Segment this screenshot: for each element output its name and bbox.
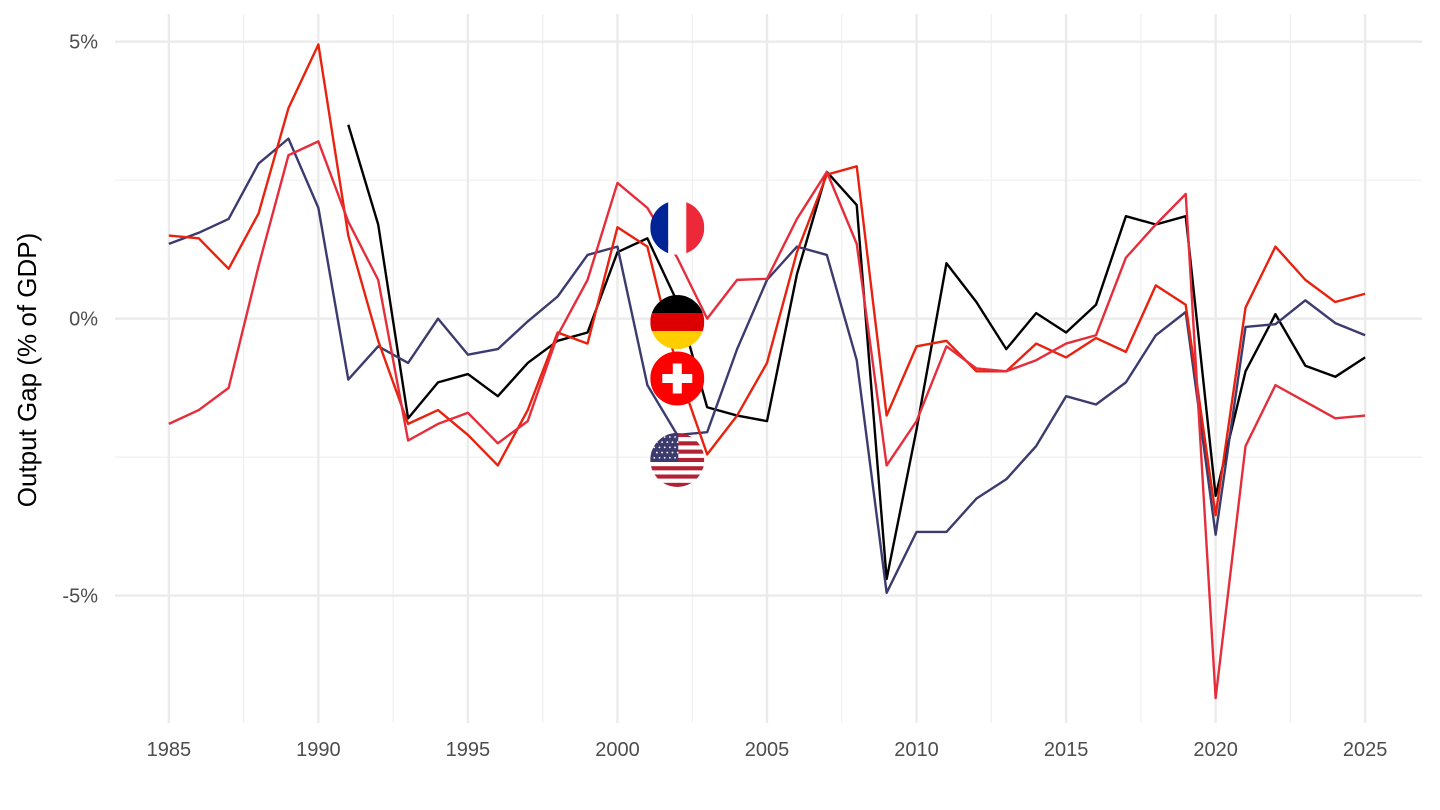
x-tick-label: 1985 [147,739,192,761]
x-tick-label: 1990 [296,739,341,761]
series-line-france [168,140,1366,700]
switzerland-flag-icon [650,351,705,406]
x-axis-tick-labels: 1985 1990 1995 2000 2005 2010 2015 2020 2025 [147,739,1388,761]
x-tick-label: 2015 [1044,739,1089,761]
y-axis-title: Output Gap (% of GDP) [12,233,42,508]
y-tick-label: -5% [62,586,98,608]
series-line-germany [347,124,1366,581]
x-tick-label: 2025 [1343,739,1388,761]
france-flag-icon [650,200,705,255]
y-tick-label: 0% [69,309,98,331]
x-tick-label: 2000 [595,739,640,761]
flag-markers [650,200,705,487]
series-layer [168,43,1366,700]
usa-flag-icon [650,432,705,487]
x-tick-label: 2020 [1193,739,1238,761]
germany-flag-icon [650,295,705,350]
series-line-switzerland [168,43,1366,517]
y-axis-tick-labels: 5% 0% -5% [62,32,98,608]
y-tick-label: 5% [69,32,98,54]
major-gridlines [115,14,1422,723]
x-tick-label: 2010 [894,739,939,761]
x-tick-label: 2005 [745,739,790,761]
x-tick-label: 1995 [446,739,491,761]
